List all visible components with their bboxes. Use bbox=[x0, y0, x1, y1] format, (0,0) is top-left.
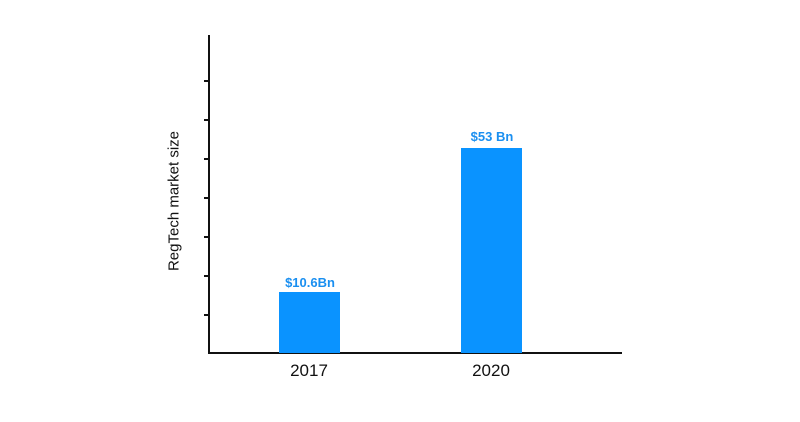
bar-2017 bbox=[279, 292, 340, 353]
y-tick bbox=[204, 314, 210, 316]
y-tick bbox=[204, 158, 210, 160]
y-tick bbox=[204, 236, 210, 238]
y-axis-title: RegTech market size bbox=[165, 130, 183, 272]
bar-value-label-2020: $53 Bn bbox=[470, 129, 514, 144]
bar-2020 bbox=[461, 148, 522, 353]
bar-value-label-2017: $10.6Bn bbox=[285, 275, 335, 290]
x-tick-label-2020: 2020 bbox=[472, 361, 510, 380]
x-tick-label-2017: 2017 bbox=[290, 361, 328, 380]
x-axis-line bbox=[208, 352, 622, 354]
y-tick bbox=[204, 119, 210, 121]
y-tick bbox=[204, 80, 210, 82]
y-axis-line bbox=[208, 35, 210, 354]
y-tick bbox=[204, 197, 210, 199]
y-tick bbox=[204, 275, 210, 277]
